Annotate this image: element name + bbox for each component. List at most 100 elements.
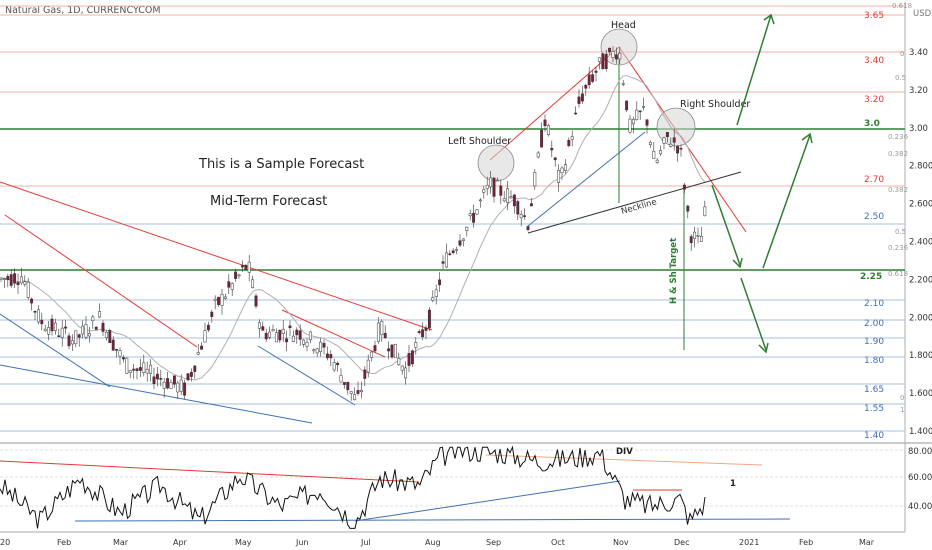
candle-body (118, 350, 122, 357)
fib-ratio-label: 0.236 (888, 244, 909, 252)
price-tick: 3.00 (909, 124, 928, 134)
candle-body (591, 74, 595, 82)
forecast-arrowhead (763, 13, 775, 25)
candle-body (142, 362, 146, 373)
fib-level-lines (0, 5, 905, 432)
fib-label: 2.25 (860, 272, 882, 282)
osc-blue-base (74, 518, 791, 522)
currency-label: USD (913, 9, 932, 19)
candle-body (359, 389, 363, 393)
candle-body (210, 311, 214, 317)
candle-body (509, 196, 513, 199)
candle-body (580, 93, 584, 102)
fib-ratio-labels: 0.618 0 0.5 0.236 0.382 0.382 0.5 0.236 … (888, 2, 912, 414)
fib-ratio-label: 0.382 (888, 150, 908, 158)
candle-body (679, 147, 683, 150)
candle-body (672, 137, 676, 143)
candle-body (135, 368, 139, 371)
price-tick: 2.000 (909, 313, 932, 323)
candle-body (264, 332, 268, 340)
candle-body (94, 326, 98, 330)
candle-body (373, 345, 377, 352)
candle-body (478, 199, 482, 202)
fib-label: 3.0 (864, 119, 880, 129)
fib-ratio-label: 0.5 (895, 74, 906, 82)
candle-body (295, 329, 299, 336)
candle-body (567, 140, 571, 147)
candle-body (189, 371, 193, 377)
candle-body (57, 335, 61, 337)
osc-red-trend (0, 460, 420, 483)
candle-body (70, 340, 74, 345)
candle-body (536, 152, 540, 158)
candle-body (302, 339, 306, 345)
candle-body (13, 273, 17, 284)
candle-body (421, 329, 425, 338)
candle-body (349, 391, 353, 394)
candle-body (519, 213, 523, 219)
candle-body (125, 357, 129, 374)
candle-body (669, 143, 673, 147)
candle-body (166, 378, 170, 389)
candle-body (489, 177, 493, 188)
fib-ratio-label: 0.618 (888, 270, 908, 278)
candle-body (461, 238, 465, 241)
candle-body (278, 329, 282, 341)
time-tick: Sep (486, 538, 501, 547)
candle-body (601, 53, 605, 70)
neckline-label: Neckline (620, 197, 658, 217)
time-tick: Feb (799, 538, 813, 547)
candle-body (652, 150, 656, 159)
candle-body (621, 83, 625, 85)
candle-body (172, 375, 176, 385)
candle-body (74, 330, 78, 345)
candle-body (339, 375, 343, 383)
fib-ratio-label: 0.5 (895, 228, 906, 236)
symbol-title: Natural Gas, 1D, CURRENCYCOM (5, 5, 161, 16)
time-tick: Oct (551, 538, 565, 547)
red-trend-line (281, 309, 386, 358)
candle-body (693, 231, 697, 239)
fib-ratio-label: 0 (900, 50, 904, 58)
fib-level-labels: 3.65 3.40 3.20 3.0 2.70 2.50 2.25 2.10 2… (860, 11, 884, 441)
mid-term-forecast-text: Mid-Term Forecast (210, 194, 327, 209)
candle-body (6, 276, 10, 281)
candle-body (230, 283, 234, 290)
candle-body (686, 205, 690, 212)
candle-body (696, 235, 700, 237)
osc-orange-trend (485, 454, 763, 466)
candle-body (200, 345, 204, 350)
time-tick: Jun (295, 538, 309, 547)
candle-body (30, 298, 34, 304)
candle-body (376, 322, 380, 342)
left-shoulder-label: Left Shoulder (448, 136, 511, 147)
candle-body (247, 261, 251, 273)
time-tick: Apr (173, 538, 188, 547)
candle-body (526, 226, 530, 230)
candle-body (121, 357, 125, 360)
candle-body (570, 136, 574, 140)
candle-body (662, 137, 666, 144)
divergence-label: DIV (616, 447, 633, 457)
candle-body (584, 84, 588, 89)
candle-body (387, 348, 391, 352)
candle-body (53, 322, 57, 331)
fib-label: 1.65 (864, 385, 884, 395)
time-tick: Feb (57, 538, 71, 547)
forecast-arrow-up (762, 134, 811, 269)
candle-body (16, 282, 20, 286)
candle-body (152, 376, 156, 384)
candle-body (516, 201, 520, 215)
price-tick: 1.400 (909, 427, 932, 437)
candle-body (26, 281, 30, 298)
price-tick: 2.600 (909, 200, 932, 210)
forecast-arrow-up (736, 14, 772, 126)
fib-label: 2.70 (864, 175, 884, 185)
time-tick: Jul (360, 538, 371, 547)
fib-label: 2.00 (864, 319, 884, 329)
price-tick: 3.20 (909, 86, 928, 96)
candle-body (162, 382, 166, 389)
candle-body (169, 382, 173, 389)
